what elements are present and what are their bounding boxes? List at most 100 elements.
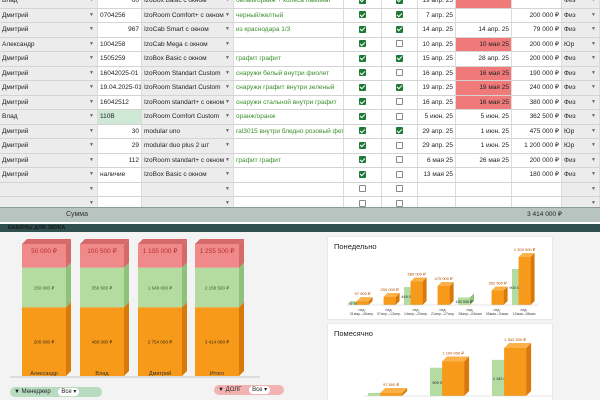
amount-cell[interactable]: 380 000 ₽ [512, 95, 562, 109]
chevron-down-icon[interactable]: ▼ [591, 156, 596, 163]
checkbox-cell[interactable] [382, 81, 418, 95]
checkbox[interactable] [396, 199, 403, 207]
chevron-down-icon[interactable]: ▼ [89, 40, 94, 47]
checkbox[interactable] [359, 54, 366, 62]
checkbox[interactable] [359, 156, 366, 164]
checkbox[interactable] [359, 185, 366, 193]
checkbox-cell[interactable] [382, 37, 418, 51]
product-cell[interactable]: IzoRoom standart+ с окном ▼ [142, 153, 234, 167]
amount-cell[interactable]: 200 000 ₽ [512, 52, 562, 66]
checkbox-cell[interactable] [344, 197, 382, 211]
chevron-down-icon[interactable]: ▼ [89, 142, 94, 148]
checkbox[interactable] [396, 54, 403, 62]
product-cell[interactable]: IzoRoom Standart Custom ▼ [142, 66, 234, 80]
order-number-cell[interactable]: 1004258 [98, 37, 142, 51]
order-number-cell[interactable]: 0704256 [98, 8, 142, 22]
order-date-cell[interactable]: 19 апр. 25 [418, 81, 456, 95]
checkbox-cell[interactable] [382, 139, 418, 153]
manager-cell[interactable]: ▼ [0, 182, 98, 196]
product-cell[interactable]: IzoCab Smart с окном ▼ [142, 23, 234, 37]
due-date-cell[interactable]: 5 июн. 25 [456, 110, 512, 124]
order-date-cell[interactable]: 15 апр. 25 [418, 52, 456, 66]
due-date-cell[interactable]: 26 мая 25 [456, 153, 512, 167]
chevron-down-icon[interactable]: ▼ [225, 185, 230, 192]
chevron-down-icon[interactable]: ▼ [591, 55, 596, 61]
chevron-down-icon[interactable]: ▼ [591, 142, 596, 148]
checkbox[interactable] [396, 112, 403, 120]
amount-cell[interactable]: 190 000 ₽ [512, 66, 562, 80]
chevron-down-icon[interactable]: ▼ [225, 98, 230, 105]
product-cell[interactable]: IzoBox Basic с окном ▼ [142, 168, 234, 182]
color-cell[interactable] [234, 139, 344, 153]
manager-cell[interactable]: Влад ▼ [0, 0, 98, 8]
chevron-down-icon[interactable]: ▼ [225, 40, 230, 47]
chevron-down-icon[interactable]: ▼ [591, 40, 596, 47]
checkbox-cell[interactable] [344, 37, 382, 51]
manager-cell[interactable]: Дмитрий ▼ [0, 139, 98, 153]
order-number-cell[interactable]: 112 [98, 153, 142, 167]
manager-cell[interactable]: Дмитрий ▼ [0, 95, 98, 109]
due-date-cell[interactable] [456, 168, 512, 182]
checkbox-cell[interactable] [344, 23, 382, 37]
manager-cell[interactable]: Дмитрий ▼ [0, 168, 98, 182]
checkbox[interactable] [359, 112, 366, 120]
amount-cell[interactable]: 1 200 000 ₽ [512, 139, 562, 153]
amount-cell[interactable]: 180 000 ₽ [512, 168, 562, 182]
chevron-down-icon[interactable]: ▼ [225, 84, 230, 90]
manager-cell[interactable]: Дмитрий ▼ [0, 124, 98, 138]
checkbox[interactable] [396, 98, 403, 106]
client-type-cell[interactable]: Физ ▼ [562, 168, 600, 182]
chevron-down-icon[interactable]: ▼ [89, 156, 94, 163]
checkbox-cell[interactable] [344, 95, 382, 109]
due-date-cell[interactable]: 1 июн. 25 [456, 139, 512, 153]
checkbox[interactable] [359, 170, 366, 178]
debt-filter-select[interactable]: Все ▾ [249, 386, 271, 394]
chevron-down-icon[interactable]: ▼ [591, 113, 596, 119]
product-cell[interactable]: IzoRoom Comfort+ с окном ▼ [142, 8, 234, 22]
product-cell[interactable]: IzoRoom Standart Custom ▼ [142, 81, 234, 95]
chevron-down-icon[interactable]: ▼ [225, 11, 230, 18]
checkbox-cell[interactable] [344, 139, 382, 153]
checkbox-cell[interactable] [344, 81, 382, 95]
order-number-cell[interactable]: 60 [98, 0, 142, 8]
chevron-down-icon[interactable]: ▼ [591, 171, 596, 177]
color-cell[interactable]: снаружи белый внутри фиолет [234, 66, 344, 80]
checkbox[interactable] [396, 11, 403, 19]
chevron-down-icon[interactable]: ▼ [89, 98, 94, 105]
checkbox[interactable] [359, 69, 366, 77]
amount-cell[interactable] [512, 182, 562, 196]
amount-cell[interactable]: 200 000 ₽ [512, 37, 562, 51]
due-date-cell[interactable]: 14 апр. 25 [456, 23, 512, 37]
checkbox-cell[interactable] [382, 95, 418, 109]
checkbox[interactable] [359, 40, 366, 48]
color-cell[interactable]: снаружи стальной внутри графит [234, 95, 344, 109]
order-number-cell[interactable]: 110В [98, 110, 142, 124]
order-number-cell[interactable]: 19.04.2025-01 [98, 81, 142, 95]
product-cell[interactable]: IzoCab Mega с окном ▼ [142, 37, 234, 51]
due-date-cell[interactable]: 10 мая 25 [456, 37, 512, 51]
order-date-cell[interactable] [418, 182, 456, 196]
order-date-cell[interactable]: 29 апр. 25 [418, 139, 456, 153]
checkbox-cell[interactable] [382, 8, 418, 22]
checkbox-cell[interactable] [382, 168, 418, 182]
client-type-cell[interactable]: Физ ▼ [562, 153, 600, 167]
color-cell[interactable] [234, 197, 344, 211]
checkbox[interactable] [396, 156, 403, 164]
checkbox-cell[interactable] [382, 153, 418, 167]
manager-filter[interactable]: ▼ Менеджер Все ▾ [10, 387, 102, 397]
chevron-down-icon[interactable]: ▼ [591, 0, 596, 3]
order-date-cell[interactable]: 16 апр. 25 [418, 66, 456, 80]
checkbox-cell[interactable] [382, 197, 418, 211]
amount-cell[interactable] [512, 0, 562, 8]
chevron-down-icon[interactable]: ▼ [89, 200, 94, 206]
amount-cell[interactable] [512, 197, 562, 211]
color-cell[interactable]: белый/оранж + колеса ламинат [234, 0, 344, 8]
chevron-down-icon[interactable]: ▼ [225, 55, 230, 61]
checkbox-cell[interactable] [344, 66, 382, 80]
checkbox-cell[interactable] [344, 8, 382, 22]
manager-cell[interactable]: Дмитрий ▼ [0, 81, 98, 95]
checkbox[interactable] [396, 25, 403, 33]
order-date-cell[interactable]: 5 июн. 25 [418, 110, 456, 124]
manager-cell[interactable]: Дмитрий ▼ [0, 8, 98, 22]
due-date-cell[interactable] [456, 8, 512, 22]
